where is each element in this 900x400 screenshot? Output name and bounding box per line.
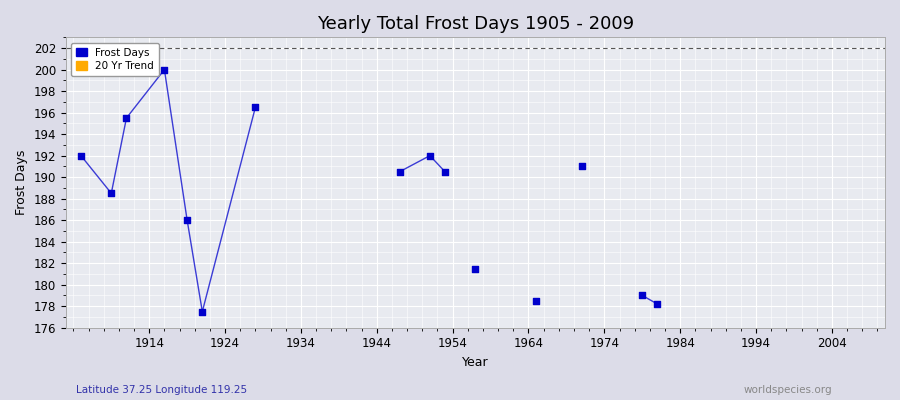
Point [423, 152, 437, 159]
Point [180, 217, 194, 223]
Legend: Frost Days, 20 Yr Trend: Frost Days, 20 Yr Trend [71, 42, 159, 76]
Point [529, 298, 544, 304]
Point [635, 292, 650, 299]
Point [74, 152, 88, 159]
Point [104, 190, 119, 196]
Text: worldspecies.org: worldspecies.org [744, 385, 832, 395]
Text: Latitude 37.25 Longitude 119.25: Latitude 37.25 Longitude 119.25 [76, 385, 248, 395]
Point [195, 308, 210, 315]
Point [468, 265, 482, 272]
Point [650, 301, 664, 307]
Point [158, 66, 172, 73]
Point [248, 104, 263, 110]
X-axis label: Year: Year [462, 356, 489, 369]
Title: Yearly Total Frost Days 1905 - 2009: Yearly Total Frost Days 1905 - 2009 [317, 15, 634, 33]
Point [574, 163, 589, 170]
Point [437, 168, 452, 175]
Point [120, 115, 134, 121]
Point [392, 168, 407, 175]
Y-axis label: Frost Days: Frost Days [15, 150, 28, 215]
